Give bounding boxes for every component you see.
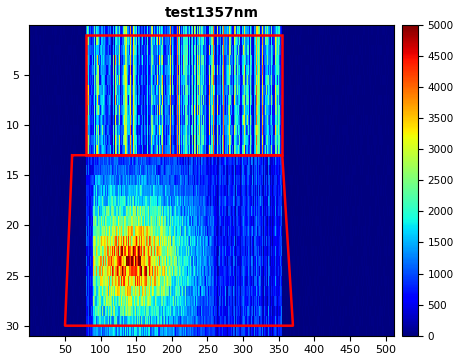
Title: test1357nm: test1357nm xyxy=(165,5,259,19)
Bar xyxy=(86,35,282,155)
